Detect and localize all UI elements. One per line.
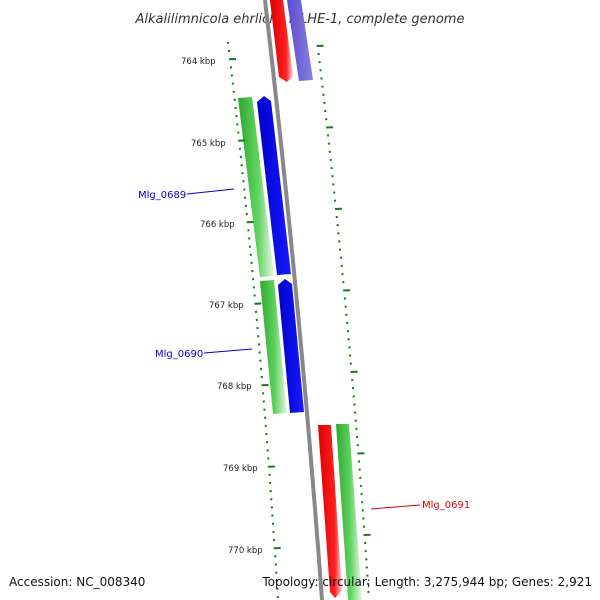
gene-label-mlg-0689[interactable]: Mlg_0689	[138, 190, 186, 201]
gene-label-mlg-0690[interactable]: Mlg_0690	[155, 349, 203, 360]
cds-green-2	[260, 280, 287, 414]
accession-text: Accession: NC_008340	[9, 575, 145, 589]
cds-green-3	[336, 424, 362, 600]
genome-backbone	[263, 0, 324, 600]
gene-label-mlg-0691[interactable]: Mlg_0691	[422, 500, 470, 511]
cds-blue-mlg-0690	[278, 279, 304, 413]
scale-ticks	[226, 41, 371, 599]
cds-purple-top	[287, 0, 313, 81]
cds-green-1	[238, 97, 274, 277]
genome-summary-text: Topology: circular; Length: 3,275,944 bp…	[261, 575, 592, 589]
scale-label-768kbp: 768 kbp	[217, 382, 252, 392]
scale-label-764kbp: 764 kbp	[181, 57, 216, 67]
leader-line-mlg-0689	[186, 188, 235, 195]
scale-label-767kbp: 767 kbp	[209, 301, 244, 311]
scale-label-766kbp: 766 kbp	[200, 220, 235, 230]
cds-blue-mlg-0689	[257, 96, 291, 275]
scale-label-770kbp: 770 kbp	[228, 546, 263, 556]
scale-label-769kbp: 769 kbp	[223, 464, 258, 474]
leader-line-mlg-0690	[203, 348, 253, 354]
scale-label-765kbp: 765 kbp	[191, 139, 226, 149]
leader-line-mlg-0691	[370, 504, 421, 510]
cds-red-top	[270, 0, 293, 82]
cds-red-mlg-0691	[318, 425, 342, 598]
